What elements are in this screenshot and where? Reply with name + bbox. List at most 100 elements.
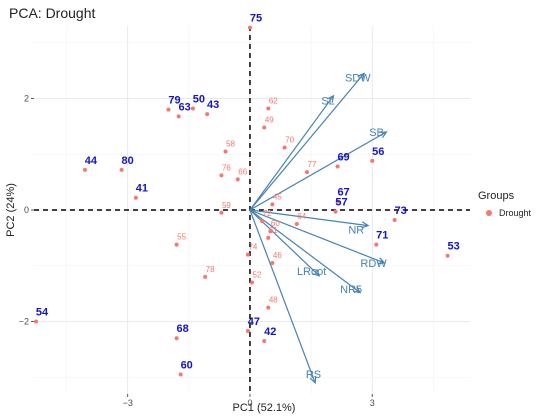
point-58 xyxy=(223,149,228,154)
loading-arrowhead-sb xyxy=(379,131,388,139)
point-label-69: 69 xyxy=(337,152,349,164)
loading-label-nr: NR xyxy=(348,225,364,237)
x-axis-title: PC1 (52.1%) xyxy=(233,402,296,414)
point-75 xyxy=(247,25,252,30)
point-61 xyxy=(266,235,271,240)
x-tick-label: 3 xyxy=(370,398,375,408)
point-66 xyxy=(235,177,240,182)
point-label-47: 47 xyxy=(248,316,260,328)
loading-arrowhead-sdw xyxy=(357,72,365,81)
point-62 xyxy=(266,106,271,111)
point-label-66: 66 xyxy=(238,167,247,176)
point-45 xyxy=(270,202,275,207)
loading-arrowhead-lroot xyxy=(312,269,321,277)
point-43 xyxy=(205,112,210,117)
point-76 xyxy=(219,173,224,178)
point-70 xyxy=(282,145,287,150)
observation-points xyxy=(34,25,450,377)
point-69 xyxy=(335,164,340,169)
point-label-54: 54 xyxy=(36,307,49,319)
point-41 xyxy=(133,195,138,200)
point-77 xyxy=(305,170,310,175)
loading-arrow-nr5 xyxy=(249,209,361,294)
point-label-71: 71 xyxy=(376,230,388,242)
point-label-48: 48 xyxy=(269,296,278,305)
loading-arrowhead-nr xyxy=(361,221,370,229)
point-60 xyxy=(268,229,273,234)
loading-arrow-nr xyxy=(249,209,369,227)
point-label-70: 70 xyxy=(285,136,294,145)
point-label-57: 57 xyxy=(335,197,347,209)
point-label-56: 56 xyxy=(372,146,384,158)
point-78 xyxy=(203,274,208,279)
loading-label-sdw: SDW xyxy=(345,73,371,85)
point-72 xyxy=(260,219,265,224)
point-label-75: 75 xyxy=(250,13,262,25)
point-label-72: 72 xyxy=(263,209,272,218)
point-68 xyxy=(174,336,179,341)
point-label-53: 53 xyxy=(447,241,459,253)
point-53 xyxy=(445,253,450,258)
point-67 xyxy=(335,199,340,204)
legend-key-drought xyxy=(486,210,492,216)
point-label-59: 59 xyxy=(222,201,231,210)
point-label-73: 73 xyxy=(394,205,406,217)
point-label-60: 60 xyxy=(181,359,193,371)
point-label-58: 58 xyxy=(226,139,235,148)
loading-labels: SDW SL SB NR RDW NR5 LRoot RS xyxy=(297,73,387,381)
x-tick-label: 0 xyxy=(247,398,252,408)
point-label-55: 55 xyxy=(177,233,186,242)
point-label-62: 62 xyxy=(269,97,278,106)
y-tick-label: −2 xyxy=(19,317,29,327)
point-46 xyxy=(270,260,275,265)
point-54 xyxy=(34,319,39,324)
loading-label-lroot: LRoot xyxy=(297,266,326,278)
point-label-42: 42 xyxy=(264,326,276,338)
point-55 xyxy=(174,242,179,247)
loading-label-sb: SB xyxy=(369,127,384,139)
point-label-49: 49 xyxy=(265,115,274,124)
point-label-63: 63 xyxy=(179,101,191,113)
point-label-77: 77 xyxy=(308,160,317,169)
loading-label-rdw: RDW xyxy=(360,258,387,270)
point-80 xyxy=(119,167,124,172)
axis-ticks: −3 0 3 −2 0 2 xyxy=(19,93,375,408)
point-label-50: 50 xyxy=(193,94,205,106)
point-label-78: 78 xyxy=(206,265,215,274)
point-label-68: 68 xyxy=(176,323,188,335)
point-label-45: 45 xyxy=(273,192,282,201)
loading-arrowhead-nr5 xyxy=(352,286,362,294)
point-71 xyxy=(374,242,379,247)
y-axis-title: PC2 (24%) xyxy=(5,183,17,237)
point-label-67: 67 xyxy=(337,187,349,199)
point-label-52: 52 xyxy=(253,270,262,279)
point-52 xyxy=(250,280,254,285)
point-47 xyxy=(245,328,250,333)
point-label-46: 46 xyxy=(273,251,282,260)
loading-arrowhead-sl xyxy=(327,94,335,103)
point-59 xyxy=(219,210,224,215)
loading-arrow-sdw xyxy=(249,73,365,211)
y-tick-label: 2 xyxy=(24,93,29,103)
point-label-61: 61 xyxy=(269,226,278,235)
loading-arrow-sb xyxy=(249,131,387,211)
loading-arrowhead-rdw xyxy=(377,257,386,265)
legend-title: Groups xyxy=(478,190,515,202)
point-42 xyxy=(262,339,267,344)
point-label-41: 41 xyxy=(136,183,148,195)
y-tick-label: 0 xyxy=(24,205,29,215)
point-label-43: 43 xyxy=(207,99,219,111)
point-label-80: 80 xyxy=(121,155,133,167)
point-label-60: 60 xyxy=(271,219,280,228)
chart-title: PCA: Drought xyxy=(9,5,95,21)
x-tick-label: −3 xyxy=(123,398,133,408)
loading-arrow-rdw xyxy=(249,209,385,264)
loading-arrow-sl xyxy=(249,95,334,211)
legend-label-drought: Drought xyxy=(499,208,532,218)
legend: Groups Drought xyxy=(478,190,532,218)
point-63 xyxy=(176,114,181,119)
loading-label-sl: SL xyxy=(321,96,334,108)
